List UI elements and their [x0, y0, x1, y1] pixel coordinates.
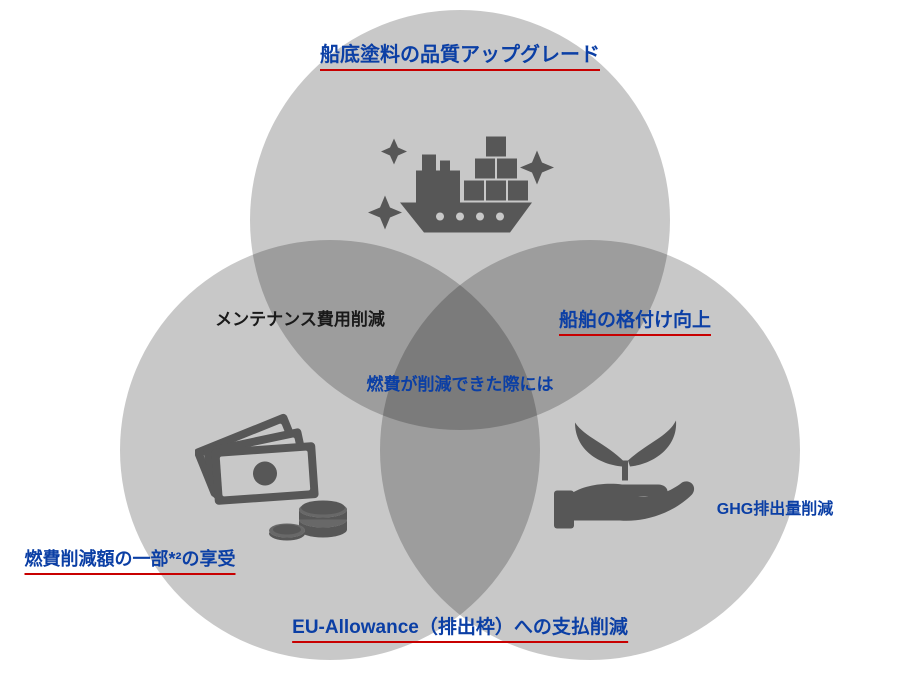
- hand-plant-icon: [550, 403, 700, 548]
- label-ship_rating: 船舶の格付け向上: [559, 305, 711, 336]
- ship-sparkle-icon: [360, 93, 560, 258]
- money-coins-icon: [195, 408, 365, 553]
- label-fuel_when: 燃費が削減できた際には: [367, 370, 554, 395]
- label-maint_cost: メンテナンス費用削減: [215, 305, 385, 330]
- label-ghg: GHG排出量削減: [717, 495, 833, 519]
- label-eu_allowance: EU-Allowance（排出枠）への支払削減: [292, 612, 628, 643]
- label-top_title: 船底塗料の品質アップグレード: [320, 38, 600, 71]
